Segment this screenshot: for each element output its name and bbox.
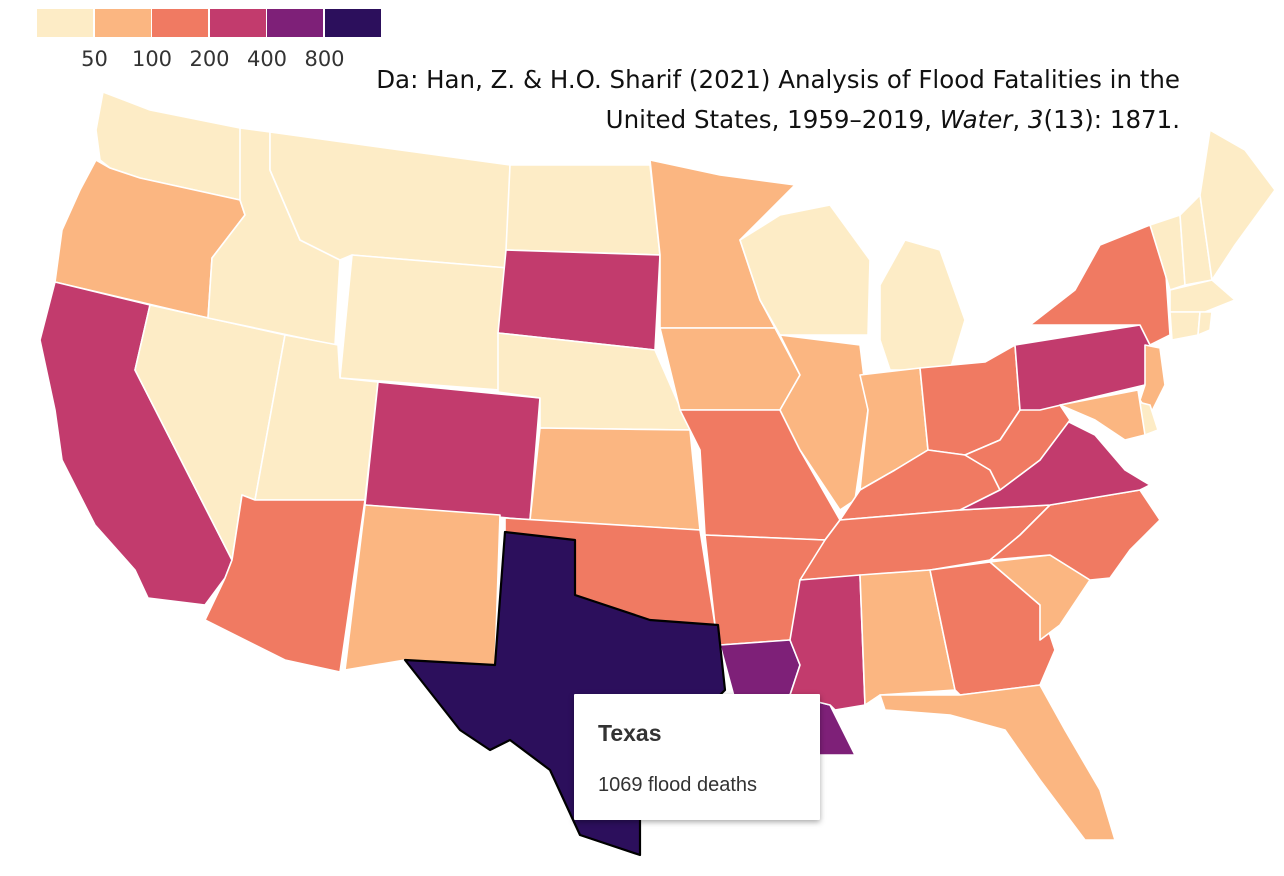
source-citation: Da: Han, Z. & H.O. Sharif (2021) Analysi… bbox=[300, 60, 1180, 140]
state-ma[interactable] bbox=[1169, 279, 1236, 313]
citation-volume: 3 bbox=[1027, 105, 1044, 134]
color-legend: 50 100 200 400 800 bbox=[37, 9, 385, 71]
state-tooltip: Texas 1069 flood deaths bbox=[574, 694, 820, 820]
state-mi[interactable] bbox=[879, 239, 966, 371]
state-ia[interactable] bbox=[659, 327, 801, 411]
legend-swatch bbox=[209, 9, 266, 37]
state-nc[interactable] bbox=[989, 489, 1161, 581]
state-tx[interactable] bbox=[403, 530, 727, 857]
states-layer bbox=[39, 91, 1276, 857]
legend-swatch bbox=[94, 9, 151, 37]
citation-prefix: Da: Han, Z. & H.O. Sharif (2021) Analysi… bbox=[376, 65, 1180, 134]
legend-swatch bbox=[152, 9, 208, 37]
state-wi[interactable] bbox=[739, 204, 871, 336]
state-az[interactable] bbox=[204, 494, 366, 673]
state-nm[interactable] bbox=[344, 504, 501, 671]
state-ny[interactable] bbox=[1029, 224, 1171, 346]
legend-swatch bbox=[324, 9, 381, 37]
state-ms[interactable] bbox=[789, 574, 866, 711]
citation-issue-pages: (13): 1871. bbox=[1043, 105, 1180, 134]
state-nd[interactable] bbox=[505, 164, 661, 256]
state-ri[interactable] bbox=[1197, 311, 1213, 336]
citation-comma: , bbox=[1012, 105, 1028, 134]
legend-tick-label: 800 bbox=[304, 47, 345, 71]
legend-swatch bbox=[267, 9, 323, 37]
legend-swatch bbox=[37, 9, 93, 37]
state-al[interactable] bbox=[859, 569, 956, 706]
citation-journal: Water bbox=[939, 105, 1013, 134]
state-me[interactable] bbox=[1199, 129, 1276, 281]
legend-tick-label: 400 bbox=[246, 47, 288, 71]
tooltip-state-name: Texas bbox=[598, 720, 662, 746]
state-il[interactable] bbox=[779, 334, 869, 511]
state-ct[interactable] bbox=[1169, 311, 1201, 341]
state-co[interactable] bbox=[364, 381, 541, 521]
legend-tick-label: 50 bbox=[81, 47, 108, 71]
legend-tick-label: 200 bbox=[189, 47, 230, 71]
state-md[interactable] bbox=[1059, 389, 1146, 441]
state-fl[interactable] bbox=[879, 684, 1116, 841]
state-wy[interactable] bbox=[339, 254, 509, 391]
legend-tick-label: 100 bbox=[131, 47, 173, 71]
state-ks[interactable] bbox=[529, 427, 701, 531]
tooltip-value: 1069 flood deaths bbox=[598, 774, 758, 796]
